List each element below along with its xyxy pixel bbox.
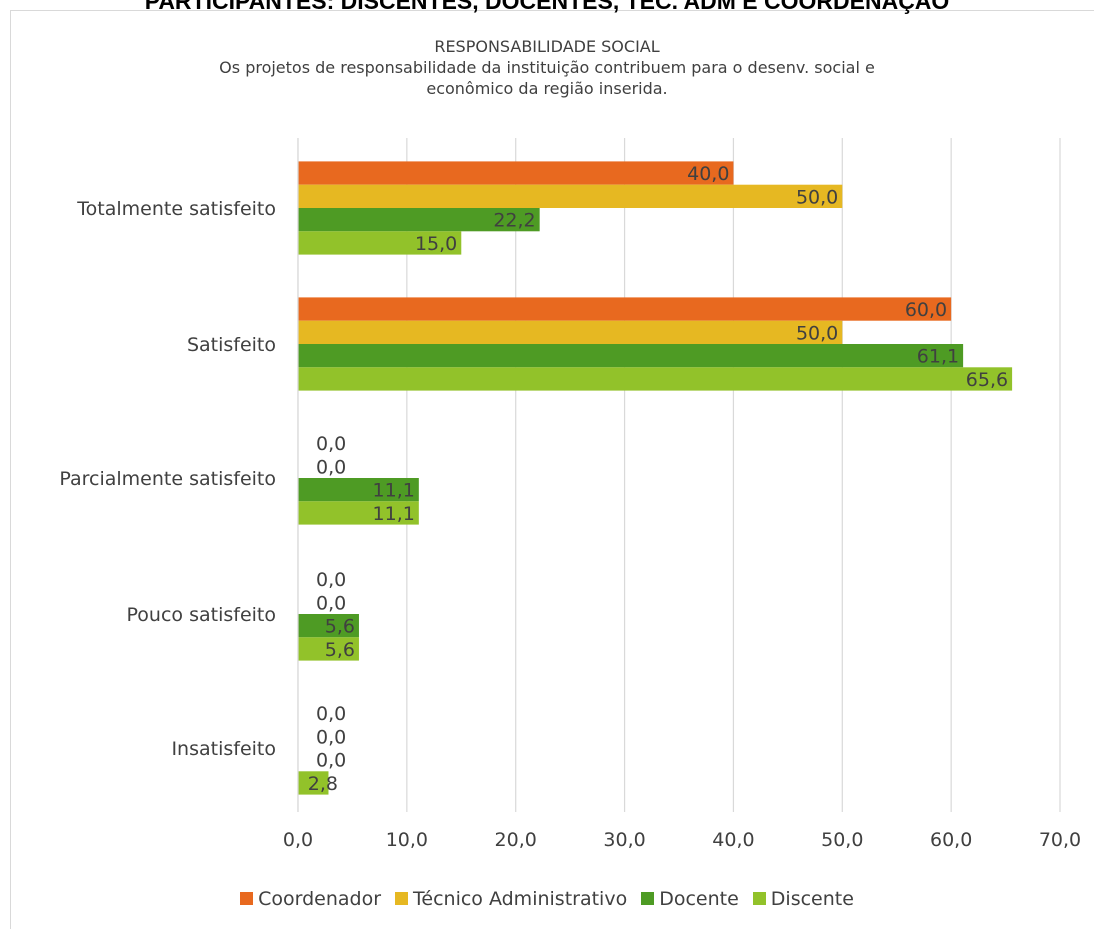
x-tick-label: 0,0 bbox=[283, 829, 313, 851]
data-label: 0,0 bbox=[316, 456, 346, 478]
data-label: 65,6 bbox=[966, 369, 1008, 391]
x-tick-label: 60,0 bbox=[930, 829, 972, 851]
bar bbox=[298, 367, 1013, 391]
legend-label: Técnico Administrativo bbox=[413, 888, 628, 910]
chart-title: RESPONSABILIDADE SOCIAL bbox=[434, 37, 660, 56]
legend-label: Docente bbox=[659, 888, 739, 910]
chart-title-block: RESPONSABILIDADE SOCIAL Os projetos de r… bbox=[0, 36, 1094, 99]
legend-item: Docente bbox=[641, 888, 739, 910]
legend-label: Discente bbox=[770, 888, 854, 910]
page-heading: PARTICIPANTES: DISCENTES, DOCENTES, TÉC.… bbox=[144, 0, 950, 14]
category-label: Parcialmente satisfeito bbox=[59, 468, 276, 490]
legend-swatch bbox=[395, 892, 409, 905]
x-tick-label: 10,0 bbox=[386, 829, 428, 851]
data-label: 11,1 bbox=[373, 503, 415, 525]
data-label: 50,0 bbox=[796, 186, 838, 208]
legend-item: Discente bbox=[752, 888, 854, 910]
x-tick-label: 40,0 bbox=[712, 829, 754, 851]
chart-subtitle-line-1: Os projetos de responsabilidade da insti… bbox=[219, 58, 875, 77]
bar bbox=[298, 478, 419, 502]
category-label: Pouco satisfeito bbox=[127, 604, 276, 626]
data-label: 5,6 bbox=[325, 616, 355, 638]
bar bbox=[298, 161, 734, 185]
bar bbox=[298, 501, 419, 525]
x-tick-label: 50,0 bbox=[821, 829, 863, 851]
data-label: 40,0 bbox=[687, 163, 729, 185]
data-label: 0,0 bbox=[316, 592, 346, 614]
legend-swatch bbox=[752, 892, 766, 905]
bar bbox=[298, 208, 540, 232]
x-tick-label: 20,0 bbox=[495, 829, 537, 851]
x-tick-label: 30,0 bbox=[603, 829, 645, 851]
chart-frame bbox=[10, 10, 1094, 929]
bar bbox=[298, 231, 462, 255]
legend-item: Técnico Administrativo bbox=[395, 888, 627, 910]
legend-item: Coordenador bbox=[240, 888, 381, 910]
category-label: Totalmente satisfeito bbox=[76, 198, 276, 220]
chart-subtitle-line-2: econômico da região inserida. bbox=[426, 79, 668, 98]
data-label: 61,1 bbox=[917, 346, 959, 368]
legend-label: Coordenador bbox=[258, 888, 382, 910]
bar bbox=[298, 637, 359, 661]
bar bbox=[298, 320, 843, 344]
data-label: 60,0 bbox=[905, 299, 947, 321]
bar bbox=[298, 297, 952, 321]
data-label: 22,2 bbox=[493, 210, 535, 232]
bar bbox=[298, 184, 843, 208]
category-label: Insatisfeito bbox=[171, 738, 276, 760]
bar bbox=[298, 771, 329, 795]
data-label: 15,0 bbox=[415, 233, 457, 255]
data-label: 0,0 bbox=[316, 703, 346, 725]
data-label: 5,6 bbox=[325, 639, 355, 661]
data-label: 0,0 bbox=[316, 433, 346, 455]
legend: Coordenador Técnico Administrativo Docente… bbox=[0, 888, 1094, 910]
data-label: 11,1 bbox=[373, 480, 415, 502]
x-tick-label: 70,0 bbox=[1039, 829, 1081, 851]
data-label: 0,0 bbox=[316, 726, 346, 748]
bar bbox=[298, 614, 359, 638]
data-label: 50,0 bbox=[796, 322, 838, 344]
legend-swatch bbox=[240, 892, 254, 905]
legend-swatch bbox=[641, 892, 655, 905]
bar bbox=[298, 344, 964, 368]
data-label: 2,8 bbox=[308, 773, 338, 795]
data-label: 0,0 bbox=[316, 750, 346, 772]
data-label: 0,0 bbox=[316, 569, 346, 591]
category-label: Satisfeito bbox=[187, 334, 276, 356]
